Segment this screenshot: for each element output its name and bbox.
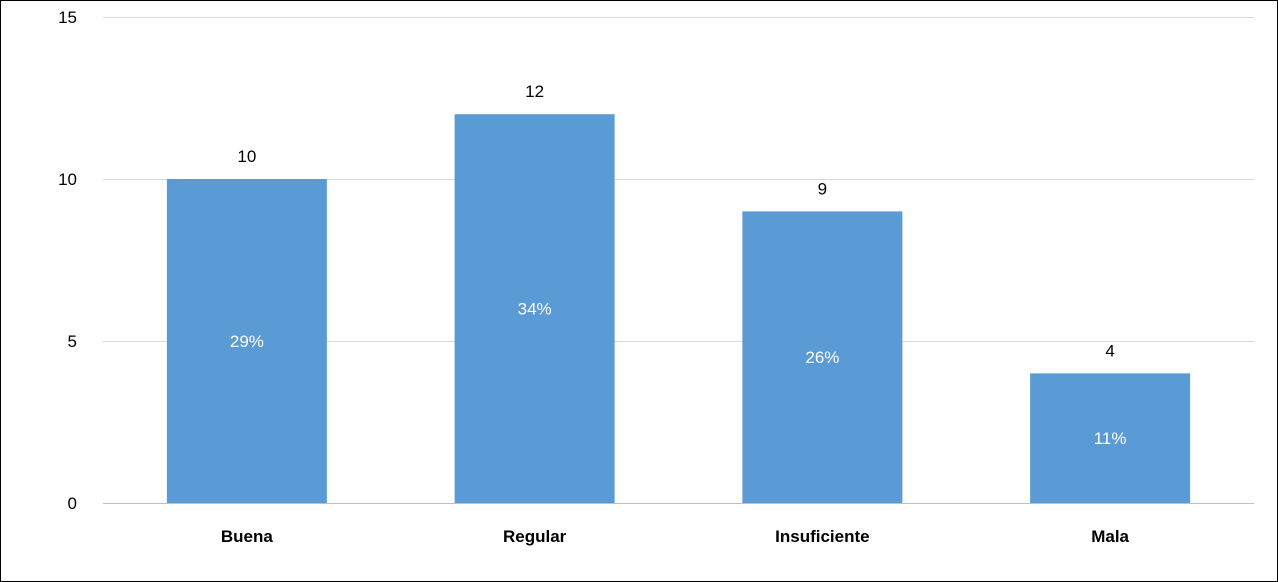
bar-value-label: 12 [525, 82, 544, 101]
y-tick-label: 10 [58, 170, 77, 189]
percent-labels: 29% 34% 26% 11% [230, 300, 1127, 449]
bar-buena [166, 179, 327, 503]
category-labels: Buena Regular Insuficiente Mala [221, 527, 1130, 546]
value-labels: 10 12 9 4 [237, 82, 1114, 360]
x-category-label: Mala [1091, 527, 1129, 546]
x-category-label: Buena [221, 527, 274, 546]
bars [166, 114, 1191, 503]
bar-percent-label: 29% [230, 332, 264, 351]
y-tick-label: 0 [68, 494, 77, 513]
x-category-label: Insuficiente [775, 527, 869, 546]
bar-insuficiente [742, 211, 903, 503]
bar-mala [1030, 373, 1191, 503]
bar-value-label: 10 [237, 147, 256, 166]
bar-percent-label: 26% [805, 348, 839, 367]
bar-value-label: 4 [1105, 341, 1114, 360]
y-axis-ticks: 0 5 10 15 [58, 8, 77, 513]
bar-value-label: 9 [818, 179, 827, 198]
bar-percent-label: 11% [1094, 429, 1127, 448]
x-category-label: Regular [503, 527, 567, 546]
y-tick-label: 15 [58, 8, 77, 27]
bar-regular [454, 114, 615, 503]
bar-percent-label: 34% [518, 300, 552, 319]
y-tick-label: 5 [68, 332, 77, 351]
